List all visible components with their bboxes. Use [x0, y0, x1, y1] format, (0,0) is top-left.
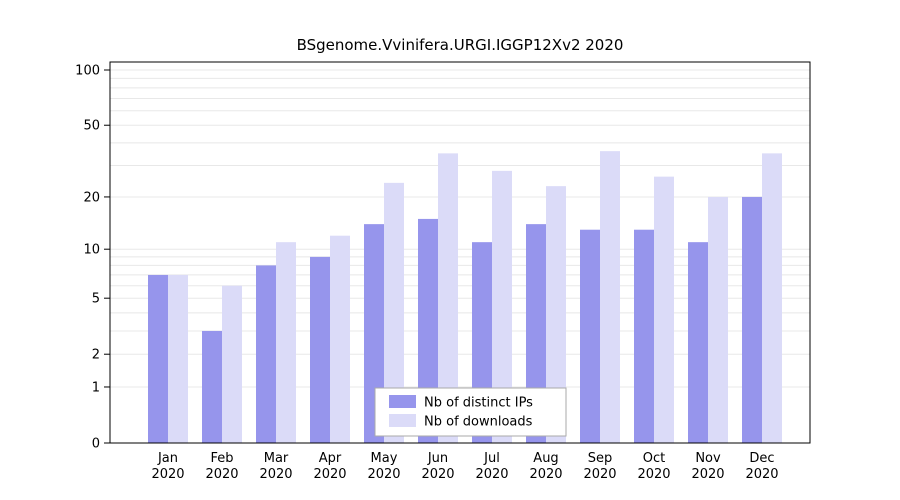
x-tick-label-year: 2020	[205, 467, 238, 482]
bar-distinct-ips-oct	[634, 229, 654, 443]
x-tick-label-year: 2020	[691, 467, 724, 482]
x-tick-label-month: Aug	[533, 451, 558, 466]
x-tick-label-month: Jan	[157, 451, 178, 466]
bar-downloads-dec	[762, 153, 782, 443]
bar-distinct-ips-dec	[742, 196, 762, 443]
bar-downloads-oct	[654, 176, 674, 443]
x-tick-label-year: 2020	[583, 467, 616, 482]
x-tick-label-year: 2020	[475, 467, 508, 482]
y-tick-label: 50	[83, 119, 100, 134]
x-tick-label-month: May	[371, 451, 398, 466]
legend-swatch-downloads	[389, 414, 416, 427]
bar-downloads-jul	[492, 170, 512, 443]
x-tick-label-year: 2020	[529, 467, 562, 482]
bar-downloads-may	[384, 182, 404, 443]
y-tick-label: 100	[75, 64, 100, 79]
x-tick-label-year: 2020	[421, 467, 454, 482]
x-tick-label-year: 2020	[313, 467, 346, 482]
bar-downloads-feb	[222, 285, 242, 443]
bar-distinct-ips-sep	[580, 229, 600, 443]
bar-distinct-ips-jan	[148, 274, 168, 443]
x-tick-label-month: Feb	[210, 451, 233, 466]
x-tick-label-month: Apr	[319, 451, 342, 466]
bar-distinct-ips-mar	[256, 265, 276, 443]
bar-downloads-apr	[330, 235, 350, 443]
y-tick-label: 1	[92, 380, 100, 395]
plot-frame	[109, 61, 811, 444]
x-tick-label-month: Nov	[695, 451, 721, 466]
x-tick-label-month: Dec	[749, 451, 774, 466]
y-tick-label: 20	[83, 190, 100, 205]
x-tick-label-month: Jul	[483, 451, 500, 466]
y-tick-label: 2	[92, 348, 100, 363]
bar-downloads-jun	[438, 153, 458, 443]
x-tick-label-month: Oct	[643, 451, 665, 466]
legend-swatch-distinct-ips	[389, 395, 416, 408]
bar-downloads-sep	[600, 151, 620, 443]
x-tick-label-year: 2020	[637, 467, 670, 482]
x-tick-label-year: 2020	[151, 467, 184, 482]
x-tick-label-month: Mar	[264, 451, 289, 466]
y-tick-label: 5	[92, 292, 100, 307]
x-tick-label-year: 2020	[745, 467, 778, 482]
bar-distinct-ips-apr	[310, 256, 330, 443]
y-tick-label: 0	[92, 437, 100, 452]
y-tick-label: 10	[83, 243, 100, 258]
bar-distinct-ips-jun	[418, 218, 438, 443]
bar-downloads-jan	[168, 274, 188, 443]
x-tick-label-month: Sep	[588, 451, 613, 466]
x-tick-label-year: 2020	[259, 467, 292, 482]
bar-distinct-ips-feb	[202, 330, 222, 443]
legend-label-distinct-ips: Nb of distinct IPs	[424, 396, 533, 411]
x-tick-label-month: Jun	[427, 451, 448, 466]
legend-label-downloads: Nb of downloads	[424, 415, 533, 430]
bar-downloads-aug	[546, 186, 566, 444]
bar-distinct-ips-nov	[688, 242, 708, 443]
chart-title: BSgenome.Vvinifera.URGI.IGGP12Xv2 2020	[296, 36, 624, 54]
bar-downloads-mar	[276, 242, 296, 443]
bar-downloads-nov	[708, 196, 728, 443]
x-tick-label-year: 2020	[367, 467, 400, 482]
